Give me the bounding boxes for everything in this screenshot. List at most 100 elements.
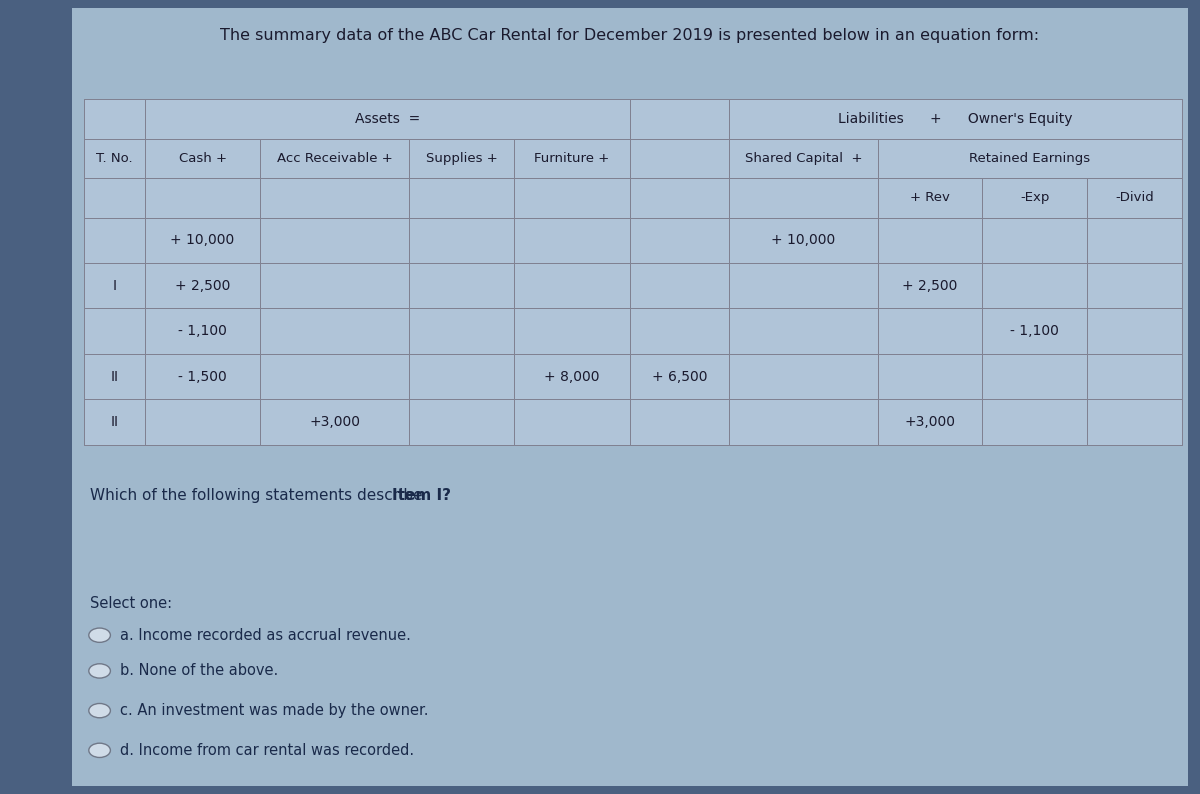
FancyBboxPatch shape (514, 354, 630, 399)
FancyBboxPatch shape (728, 218, 877, 263)
Text: d. Income from car rental was recorded.: d. Income from car rental was recorded. (120, 743, 414, 757)
FancyBboxPatch shape (514, 263, 630, 308)
FancyBboxPatch shape (1087, 354, 1182, 399)
FancyBboxPatch shape (260, 263, 409, 308)
Text: + 2,500: + 2,500 (902, 279, 958, 293)
FancyBboxPatch shape (145, 263, 260, 308)
FancyBboxPatch shape (409, 178, 514, 218)
FancyBboxPatch shape (728, 178, 877, 218)
Text: -Divid: -Divid (1115, 191, 1154, 204)
FancyBboxPatch shape (983, 178, 1087, 218)
FancyBboxPatch shape (514, 178, 630, 218)
FancyBboxPatch shape (877, 178, 983, 218)
FancyBboxPatch shape (1087, 178, 1182, 218)
Text: + 10,000: + 10,000 (772, 233, 835, 248)
FancyBboxPatch shape (983, 218, 1087, 263)
FancyBboxPatch shape (877, 218, 983, 263)
FancyBboxPatch shape (409, 399, 514, 445)
Text: - 1,500: - 1,500 (178, 369, 227, 384)
FancyBboxPatch shape (409, 354, 514, 399)
FancyBboxPatch shape (630, 263, 728, 308)
Text: Liabilities      +      Owner's Equity: Liabilities + Owner's Equity (839, 112, 1073, 126)
FancyBboxPatch shape (630, 99, 728, 139)
Circle shape (89, 664, 110, 678)
FancyBboxPatch shape (630, 218, 728, 263)
FancyBboxPatch shape (84, 354, 145, 399)
FancyBboxPatch shape (409, 308, 514, 354)
FancyBboxPatch shape (514, 99, 630, 139)
FancyBboxPatch shape (630, 99, 728, 139)
Circle shape (89, 743, 110, 757)
FancyBboxPatch shape (409, 399, 514, 445)
FancyBboxPatch shape (630, 178, 728, 218)
FancyBboxPatch shape (514, 218, 630, 263)
FancyBboxPatch shape (1087, 354, 1182, 399)
FancyBboxPatch shape (983, 308, 1087, 354)
Text: - 1,100: - 1,100 (1010, 324, 1060, 338)
Text: Acc Receivable +: Acc Receivable + (277, 152, 392, 165)
FancyBboxPatch shape (260, 263, 409, 308)
FancyBboxPatch shape (514, 139, 630, 178)
FancyBboxPatch shape (630, 139, 728, 178)
FancyBboxPatch shape (877, 263, 983, 308)
Text: Cash +: Cash + (179, 152, 227, 165)
FancyBboxPatch shape (409, 178, 514, 218)
FancyBboxPatch shape (877, 139, 1182, 178)
FancyBboxPatch shape (260, 139, 409, 178)
FancyBboxPatch shape (260, 99, 409, 139)
Circle shape (89, 628, 110, 642)
FancyBboxPatch shape (728, 308, 877, 354)
Text: + 2,500: + 2,500 (175, 279, 230, 293)
FancyBboxPatch shape (145, 354, 260, 399)
FancyBboxPatch shape (84, 263, 145, 308)
Text: Item I?: Item I? (392, 488, 451, 503)
FancyBboxPatch shape (877, 354, 983, 399)
FancyBboxPatch shape (514, 308, 630, 354)
FancyBboxPatch shape (260, 178, 409, 218)
Text: Supplies +: Supplies + (426, 152, 498, 165)
FancyBboxPatch shape (84, 139, 145, 178)
FancyBboxPatch shape (84, 308, 145, 354)
Text: c. An investment was made by the owner.: c. An investment was made by the owner. (120, 703, 428, 718)
FancyBboxPatch shape (260, 218, 409, 263)
FancyBboxPatch shape (145, 139, 260, 178)
FancyBboxPatch shape (145, 399, 260, 445)
FancyBboxPatch shape (877, 308, 983, 354)
FancyBboxPatch shape (877, 218, 983, 263)
Text: II: II (110, 369, 119, 384)
FancyBboxPatch shape (630, 399, 728, 445)
FancyBboxPatch shape (84, 218, 145, 263)
FancyBboxPatch shape (260, 354, 409, 399)
FancyBboxPatch shape (409, 263, 514, 308)
FancyBboxPatch shape (983, 178, 1087, 218)
FancyBboxPatch shape (514, 354, 630, 399)
FancyBboxPatch shape (630, 354, 728, 399)
FancyBboxPatch shape (983, 399, 1087, 445)
FancyBboxPatch shape (409, 99, 514, 139)
FancyBboxPatch shape (514, 399, 630, 445)
Text: +3,000: +3,000 (310, 415, 360, 429)
FancyBboxPatch shape (260, 218, 409, 263)
FancyBboxPatch shape (728, 263, 877, 308)
FancyBboxPatch shape (630, 139, 728, 178)
Circle shape (89, 703, 110, 718)
FancyBboxPatch shape (630, 399, 728, 445)
Text: T. No.: T. No. (96, 152, 133, 165)
FancyBboxPatch shape (1087, 178, 1182, 218)
FancyBboxPatch shape (84, 308, 145, 354)
FancyBboxPatch shape (728, 354, 877, 399)
FancyBboxPatch shape (983, 99, 1087, 139)
FancyBboxPatch shape (145, 99, 630, 139)
FancyBboxPatch shape (983, 139, 1087, 178)
FancyBboxPatch shape (983, 354, 1087, 399)
FancyBboxPatch shape (145, 178, 260, 218)
FancyBboxPatch shape (145, 354, 260, 399)
FancyBboxPatch shape (145, 218, 260, 263)
FancyBboxPatch shape (877, 399, 983, 445)
FancyBboxPatch shape (1087, 399, 1182, 445)
FancyBboxPatch shape (728, 99, 1182, 139)
FancyBboxPatch shape (983, 354, 1087, 399)
FancyBboxPatch shape (84, 354, 145, 399)
FancyBboxPatch shape (514, 139, 630, 178)
FancyBboxPatch shape (84, 399, 145, 445)
